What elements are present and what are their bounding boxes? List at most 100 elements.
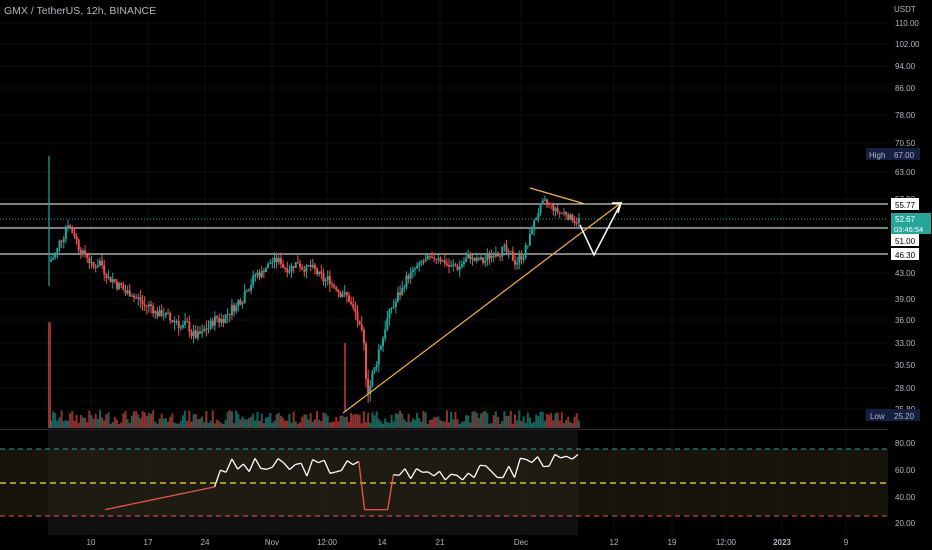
volume-bar	[290, 422, 293, 428]
candle-body	[60, 240, 63, 242]
candle-body	[360, 324, 363, 330]
volume-bar	[67, 420, 70, 428]
volume-bar	[286, 420, 289, 428]
candle-body	[303, 269, 306, 272]
volume-bar	[260, 413, 263, 428]
candle-body	[343, 292, 346, 295]
price-tick: 78.00	[895, 111, 916, 120]
candle-body	[139, 297, 142, 301]
volume-bar	[126, 418, 129, 428]
rsi-segment	[427, 471, 435, 477]
candle-body	[292, 266, 295, 268]
volume-bar	[341, 415, 344, 428]
volume-bar	[575, 413, 578, 428]
rsi-segment	[329, 471, 336, 474]
volume-bar	[577, 420, 580, 428]
candle-body	[245, 290, 248, 292]
rsi-segment	[231, 458, 239, 470]
volume-bar	[271, 422, 274, 428]
volume-bar	[164, 418, 167, 428]
candle-body	[550, 203, 553, 205]
candle-body	[184, 321, 187, 325]
candle-body	[160, 310, 163, 316]
candle-body	[271, 262, 274, 264]
candle-body	[375, 364, 378, 368]
price-axis[interactable]	[888, 0, 932, 550]
candle-body	[86, 254, 89, 258]
candle-body	[254, 274, 257, 276]
rsi-segment	[300, 463, 308, 477]
candle-body	[294, 262, 297, 268]
candle-body	[316, 268, 319, 275]
time-tick: 24	[201, 538, 210, 547]
candle-body	[113, 279, 116, 282]
volume-bar	[505, 415, 508, 428]
candle-body	[64, 228, 67, 239]
candle-body	[150, 304, 153, 306]
candle-body	[475, 258, 478, 261]
rsi-segment	[145, 499, 152, 502]
candle-body	[133, 295, 136, 298]
ascending-trendline[interactable]	[342, 201, 623, 414]
volume-bar	[309, 413, 312, 428]
candle-body	[277, 258, 280, 263]
low-value-bg	[890, 409, 920, 421]
volume-bar	[122, 413, 125, 428]
candle-body	[203, 328, 206, 332]
volume-bar	[307, 419, 310, 428]
candle-body	[158, 310, 161, 317]
rsi-segment	[491, 470, 498, 478]
volume-bar	[262, 423, 265, 428]
candle-body	[526, 245, 529, 247]
volume-bar	[365, 422, 368, 428]
volume-bar	[184, 410, 187, 428]
candle-body	[422, 261, 425, 263]
volume-bar	[377, 419, 380, 428]
time-tick: 12:00	[317, 538, 338, 547]
volume-bar	[350, 412, 353, 428]
descending-trendline[interactable]	[529, 187, 586, 205]
candle-body	[354, 307, 357, 313]
candle-body	[518, 255, 521, 263]
candle-body	[541, 200, 544, 205]
price-tick: 39.00	[895, 295, 916, 304]
time-tick: Dec	[514, 538, 528, 547]
volume-bar	[407, 414, 410, 428]
support2-label-bg	[891, 248, 919, 260]
volume-bar	[352, 414, 355, 428]
candle-body	[126, 290, 129, 294]
volume-bar	[111, 421, 114, 428]
candle-body	[171, 320, 174, 323]
rsi-segment	[202, 487, 209, 490]
rsi-segment	[248, 458, 256, 472]
candle-body	[299, 263, 302, 268]
rsi-segment	[352, 460, 360, 466]
candle-body	[382, 338, 385, 346]
volume-bar	[441, 421, 444, 428]
rsi-segment	[151, 498, 158, 501]
rsi-segment	[260, 467, 267, 470]
volume-bar	[250, 416, 253, 428]
volume-bar	[84, 417, 87, 428]
rsi-segment	[450, 473, 457, 476]
volume-bar	[105, 414, 108, 428]
volume-bar	[514, 414, 517, 428]
volume-bar	[118, 423, 121, 428]
volume-bar	[477, 418, 480, 428]
rsi-segment	[346, 460, 354, 466]
volume-bar	[305, 414, 308, 428]
time-tick: 12:00	[716, 538, 737, 547]
volume-bar	[431, 419, 434, 428]
candle-body	[486, 254, 489, 261]
candle-body	[577, 217, 580, 224]
projection-path[interactable]	[579, 202, 622, 257]
candle-body	[164, 313, 167, 316]
volume-bar	[426, 423, 429, 428]
rsi-segment	[191, 489, 198, 493]
time-axis[interactable]: 10 17 24 Nov 12:00 14 21 Dec 12 19 12:00 2023 9	[87, 538, 849, 547]
time-tick: 12	[610, 538, 619, 547]
candle-body	[501, 246, 504, 257]
volume-bar	[201, 416, 204, 428]
volume-bar	[501, 421, 504, 428]
